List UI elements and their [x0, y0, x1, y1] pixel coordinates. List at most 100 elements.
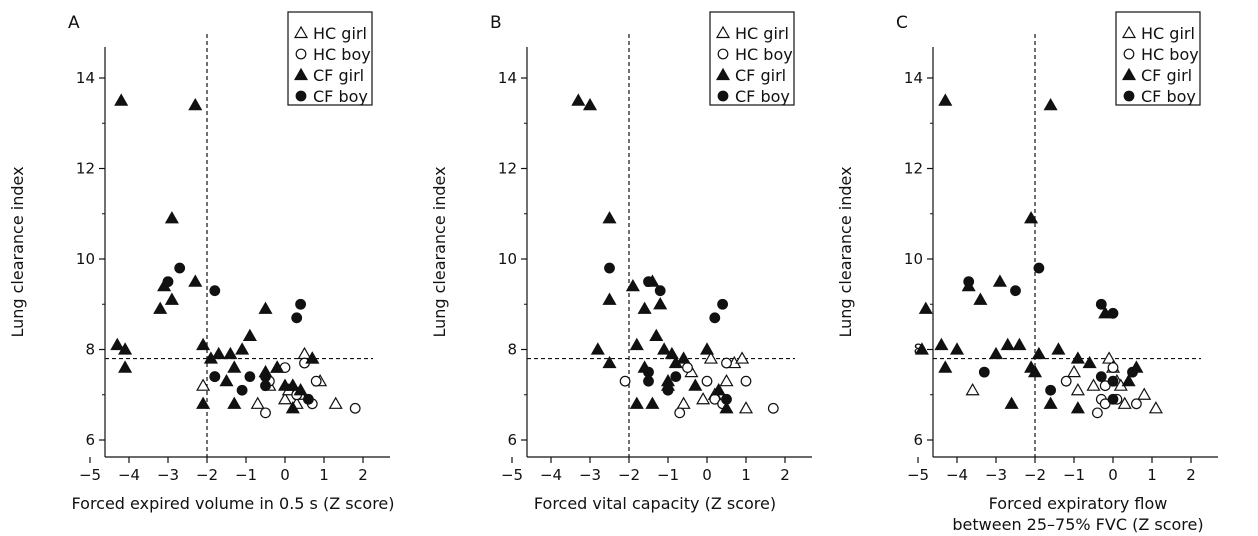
data-point [590, 342, 605, 355]
x-tick-label: −3 [985, 466, 1007, 484]
data-point [305, 351, 320, 364]
data-point [153, 301, 168, 314]
data-point [643, 375, 654, 387]
data-point [285, 378, 300, 391]
data-point [223, 346, 238, 360]
data-point [604, 262, 615, 274]
data-point [664, 346, 679, 360]
series-cf-boy [162, 262, 314, 405]
data-point [250, 396, 265, 409]
legend: HC girl HC boy CF girl CF boy [1115, 11, 1201, 106]
legend-label: CF boy [313, 87, 368, 106]
legend-marker [717, 48, 729, 60]
data-point [1070, 383, 1085, 396]
data-point [674, 407, 686, 419]
x-tick-label: −4 [118, 466, 140, 484]
data-point [1095, 298, 1107, 310]
data-point [1012, 337, 1027, 351]
legend-label: HC girl [313, 24, 367, 43]
data-point [767, 402, 779, 414]
data-point [709, 312, 721, 324]
data-point [227, 396, 242, 409]
data-point [293, 383, 308, 396]
data-point [1099, 380, 1111, 392]
series-cf-girl [914, 93, 1144, 414]
data-point [1060, 375, 1072, 387]
data-point [696, 392, 711, 405]
data-point [1130, 398, 1142, 410]
data-point [1107, 375, 1119, 387]
data-point [965, 383, 980, 396]
x-tick-label: −4 [946, 466, 968, 484]
x-tick-label: −4 [540, 466, 562, 484]
series-cf-boy [963, 262, 1138, 405]
data-point [310, 375, 322, 387]
data-point [670, 371, 682, 383]
x-tick-label: −2 [618, 466, 640, 484]
data-point [643, 276, 654, 288]
legend-label: CF girl [1141, 66, 1192, 85]
y-axis-label: Lung clearance index [836, 166, 855, 337]
data-point [1107, 362, 1119, 374]
data-point [619, 375, 631, 387]
legend: HC girl HC boy CF girl CF boy [709, 11, 795, 106]
data-point [934, 337, 949, 351]
x-tick-label: −1 [235, 466, 257, 484]
data-point [719, 401, 734, 414]
legend: HC girl HC boy CF girl CF boy [287, 11, 373, 106]
data-point [164, 211, 179, 224]
data-point [295, 298, 307, 310]
data-point [1095, 371, 1107, 383]
data-point [291, 312, 303, 324]
x-tick-label: −5 [907, 466, 929, 484]
data-point [992, 274, 1007, 287]
x-tick-label: 0 [280, 466, 290, 484]
data-point [963, 276, 975, 288]
data-point [1024, 211, 1039, 224]
data-point [938, 93, 953, 106]
data-point [1137, 387, 1152, 400]
data-point [978, 366, 990, 378]
data-point [645, 396, 660, 409]
data-point [582, 97, 598, 111]
y-axis-label: Lung clearance index [430, 166, 449, 337]
x-tick-label: −3 [579, 466, 601, 484]
legend-label: CF girl [313, 66, 364, 85]
x-tick-label: 2 [1186, 466, 1196, 484]
data-point [196, 378, 211, 391]
data-point [1000, 337, 1015, 351]
data-point [188, 274, 203, 287]
legend-marker [293, 25, 309, 39]
x-tick-label: −2 [1024, 466, 1046, 484]
legend-label: CF girl [735, 66, 786, 85]
data-point [657, 342, 672, 355]
series-cf-girl [110, 93, 320, 414]
data-point [973, 292, 988, 305]
legend-marker [1121, 67, 1137, 81]
legend-label: CF boy [1141, 87, 1196, 106]
data-point [602, 211, 617, 224]
data-point [118, 360, 133, 373]
data-point [1091, 407, 1103, 419]
data-point [676, 351, 691, 364]
x-axis-label: Forced expiratory flow [989, 494, 1168, 513]
x-tick-label: 0 [1108, 466, 1118, 484]
data-point [1024, 360, 1039, 373]
x-tick-label: −5 [501, 466, 523, 484]
series-hc-girl [965, 351, 1163, 414]
data-point [203, 351, 218, 364]
data-point [1045, 384, 1057, 396]
legend-marker [715, 67, 731, 81]
y-tick-label: 12 [76, 160, 95, 178]
data-point [988, 346, 1004, 360]
data-point [209, 371, 221, 383]
data-point [643, 366, 654, 378]
data-point [721, 357, 732, 369]
data-point [1043, 97, 1058, 111]
data-point [196, 337, 211, 351]
data-point [682, 362, 693, 374]
legend-label: HC boy [735, 45, 793, 64]
